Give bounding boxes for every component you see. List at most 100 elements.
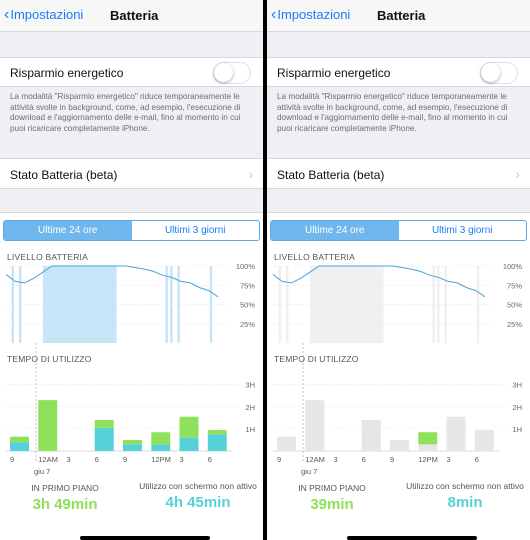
x-tick-label: 3 xyxy=(67,455,71,464)
level-tick-label: 100% xyxy=(236,262,256,271)
usage-tick-label: 3H xyxy=(245,381,255,390)
battery-level-title: LIVELLO BATTERIA xyxy=(7,252,88,262)
usage-bar-background xyxy=(446,437,466,451)
foreground-label: IN PRIMO PIANO xyxy=(298,483,366,493)
back-label: Impostazioni xyxy=(277,7,351,22)
level-tick-label: 75% xyxy=(507,281,522,290)
level-tick-label: 50% xyxy=(240,301,255,310)
battery-charts: 100% 75% 50% 25% 3H 2H 1H 9 12AM 3 6 9 12PM 3 6 giu 7 xyxy=(272,262,523,476)
battery-health-label: Stato Batteria (beta) xyxy=(10,168,118,182)
navigation-bar: ‹ Impostazioni Batteria xyxy=(0,0,263,32)
usage-tick-label: 2H xyxy=(245,403,255,412)
low-power-label: Risparmio energetico xyxy=(277,66,391,80)
usage-card: Ultime 24 ore Ultimi 3 giorni LIVELLO BA… xyxy=(0,212,263,540)
level-tick-label: 100% xyxy=(503,262,523,271)
battery-health-row[interactable]: Stato Batteria (beta) › xyxy=(267,158,530,189)
x-tick-label: 3 xyxy=(447,455,451,464)
x-tick-label: 12PM xyxy=(151,455,171,464)
page-title: Batteria xyxy=(110,8,159,23)
usage-stats: IN PRIMO PIANO 3h 49min Utilizzo con sch… xyxy=(0,481,263,540)
tab-last-24-hours[interactable]: Ultime 24 ore xyxy=(271,221,399,240)
usage-bar-background xyxy=(361,427,381,451)
usage-bar-foreground xyxy=(179,416,199,438)
background-value: 4h 45min xyxy=(165,494,231,511)
x-tick-label: 6 xyxy=(208,455,212,464)
right-panel: ‹ Impostazioni Batteria Risparmio energe… xyxy=(267,0,530,540)
charging-sliver xyxy=(285,266,289,343)
usage-bar-foreground xyxy=(10,436,29,443)
left-panel: ‹ Impostazioni Batteria Risparmio energe… xyxy=(0,0,263,540)
usage-bar-background xyxy=(123,444,142,451)
foreground-stat: IN PRIMO PIANO 3h 49min xyxy=(0,483,130,514)
date-label: giu 7 xyxy=(34,467,50,476)
foreground-value: 39min xyxy=(310,496,354,513)
back-button[interactable]: ‹ Impostazioni xyxy=(271,6,351,22)
x-tick-label: 3 xyxy=(334,455,338,464)
usage-bar xyxy=(151,432,171,451)
usage-tick-label: 3H xyxy=(512,381,522,390)
usage-tick-label: 2H xyxy=(512,403,522,412)
low-power-row: Risparmio energetico xyxy=(0,57,263,87)
background-stat: Utilizzo con schermo non attivo 8min xyxy=(400,481,530,512)
background-label: Utilizzo con schermo non attivo xyxy=(139,481,257,491)
low-power-footnote: La modalità "Risparmio energetico" riduc… xyxy=(10,92,241,133)
level-tick-label: 50% xyxy=(507,301,522,310)
foreground-stat: IN PRIMO PIANO 39min xyxy=(267,483,397,514)
chevron-left-icon: ‹ xyxy=(4,5,10,23)
usage-bar-foreground xyxy=(390,439,409,445)
usage-bar-foreground xyxy=(418,432,438,445)
usage-bar-background xyxy=(418,444,438,451)
battery-health-row[interactable]: Stato Batteria (beta) › xyxy=(0,158,263,189)
usage-stats: IN PRIMO PIANO 39min Utilizzo con scherm… xyxy=(267,481,530,540)
usage-bar xyxy=(207,429,227,451)
usage-bar xyxy=(418,432,438,451)
usage-bar-background xyxy=(207,434,227,451)
usage-time-title: TEMPO DI UTILIZZO xyxy=(7,354,92,364)
background-value: 8min xyxy=(447,494,483,511)
low-power-label: Risparmio energetico xyxy=(10,66,124,80)
time-range-segmented-control: Ultime 24 ore Ultimi 3 giorni xyxy=(3,220,260,241)
chevron-right-icon: › xyxy=(248,166,253,182)
usage-bar xyxy=(361,420,381,451)
usage-bar-foreground xyxy=(446,416,466,438)
back-button[interactable]: ‹ Impostazioni xyxy=(4,5,84,23)
usage-tick-label: 1H xyxy=(512,425,522,434)
foreground-label: IN PRIMO PIANO xyxy=(31,483,99,493)
usage-card: Ultime 24 ore Ultimi 3 giorni LIVELLO BA… xyxy=(267,212,530,540)
usage-bar-background xyxy=(94,427,114,451)
back-label: Impostazioni xyxy=(10,7,84,22)
x-tick-label: 3 xyxy=(180,455,184,464)
toggle-knob xyxy=(481,63,500,82)
usage-bar-background xyxy=(10,442,29,451)
tab-last-24-hours[interactable]: Ultime 24 ore xyxy=(4,221,132,240)
x-tick-label: 12PM xyxy=(418,455,438,464)
charging-sliver xyxy=(177,266,180,343)
usage-bar-background xyxy=(474,434,494,451)
usage-bar xyxy=(305,400,325,451)
usage-bar-foreground xyxy=(207,429,227,435)
chevron-right-icon: › xyxy=(515,166,520,182)
usage-bar xyxy=(123,439,142,451)
low-power-toggle[interactable] xyxy=(480,62,518,84)
charging-sliver xyxy=(165,266,168,343)
home-indicator xyxy=(80,536,210,540)
usage-bar xyxy=(179,416,199,451)
toggle-knob xyxy=(214,63,233,82)
battery-health-label: Stato Batteria (beta) xyxy=(277,168,385,182)
battery-charts: 100% 75% 50% 25% 3H 2H 1H 9 12AM 3 6 9 12PM 3 6 giu 7 xyxy=(5,262,256,476)
background-label: Utilizzo con schermo non attivo xyxy=(406,481,524,491)
tab-last-3-days[interactable]: Ultimi 3 giorni xyxy=(164,225,226,236)
navigation-bar: ‹ Impostazioni Batteria xyxy=(267,0,530,32)
charging-sliver xyxy=(432,266,435,343)
tab-last-3-days[interactable]: Ultimi 3 giorni xyxy=(431,225,493,236)
low-power-toggle[interactable] xyxy=(213,62,251,84)
foreground-value: 3h 49min xyxy=(32,496,98,513)
x-tick-label: 9 xyxy=(10,455,14,464)
charging-sliver xyxy=(18,266,22,343)
usage-bar xyxy=(277,436,296,451)
page-title: Batteria xyxy=(377,8,426,23)
level-tick-label: 25% xyxy=(507,320,522,329)
usage-bar xyxy=(446,416,466,451)
usage-bar-foreground xyxy=(38,400,58,451)
x-tick-label: 6 xyxy=(362,455,366,464)
